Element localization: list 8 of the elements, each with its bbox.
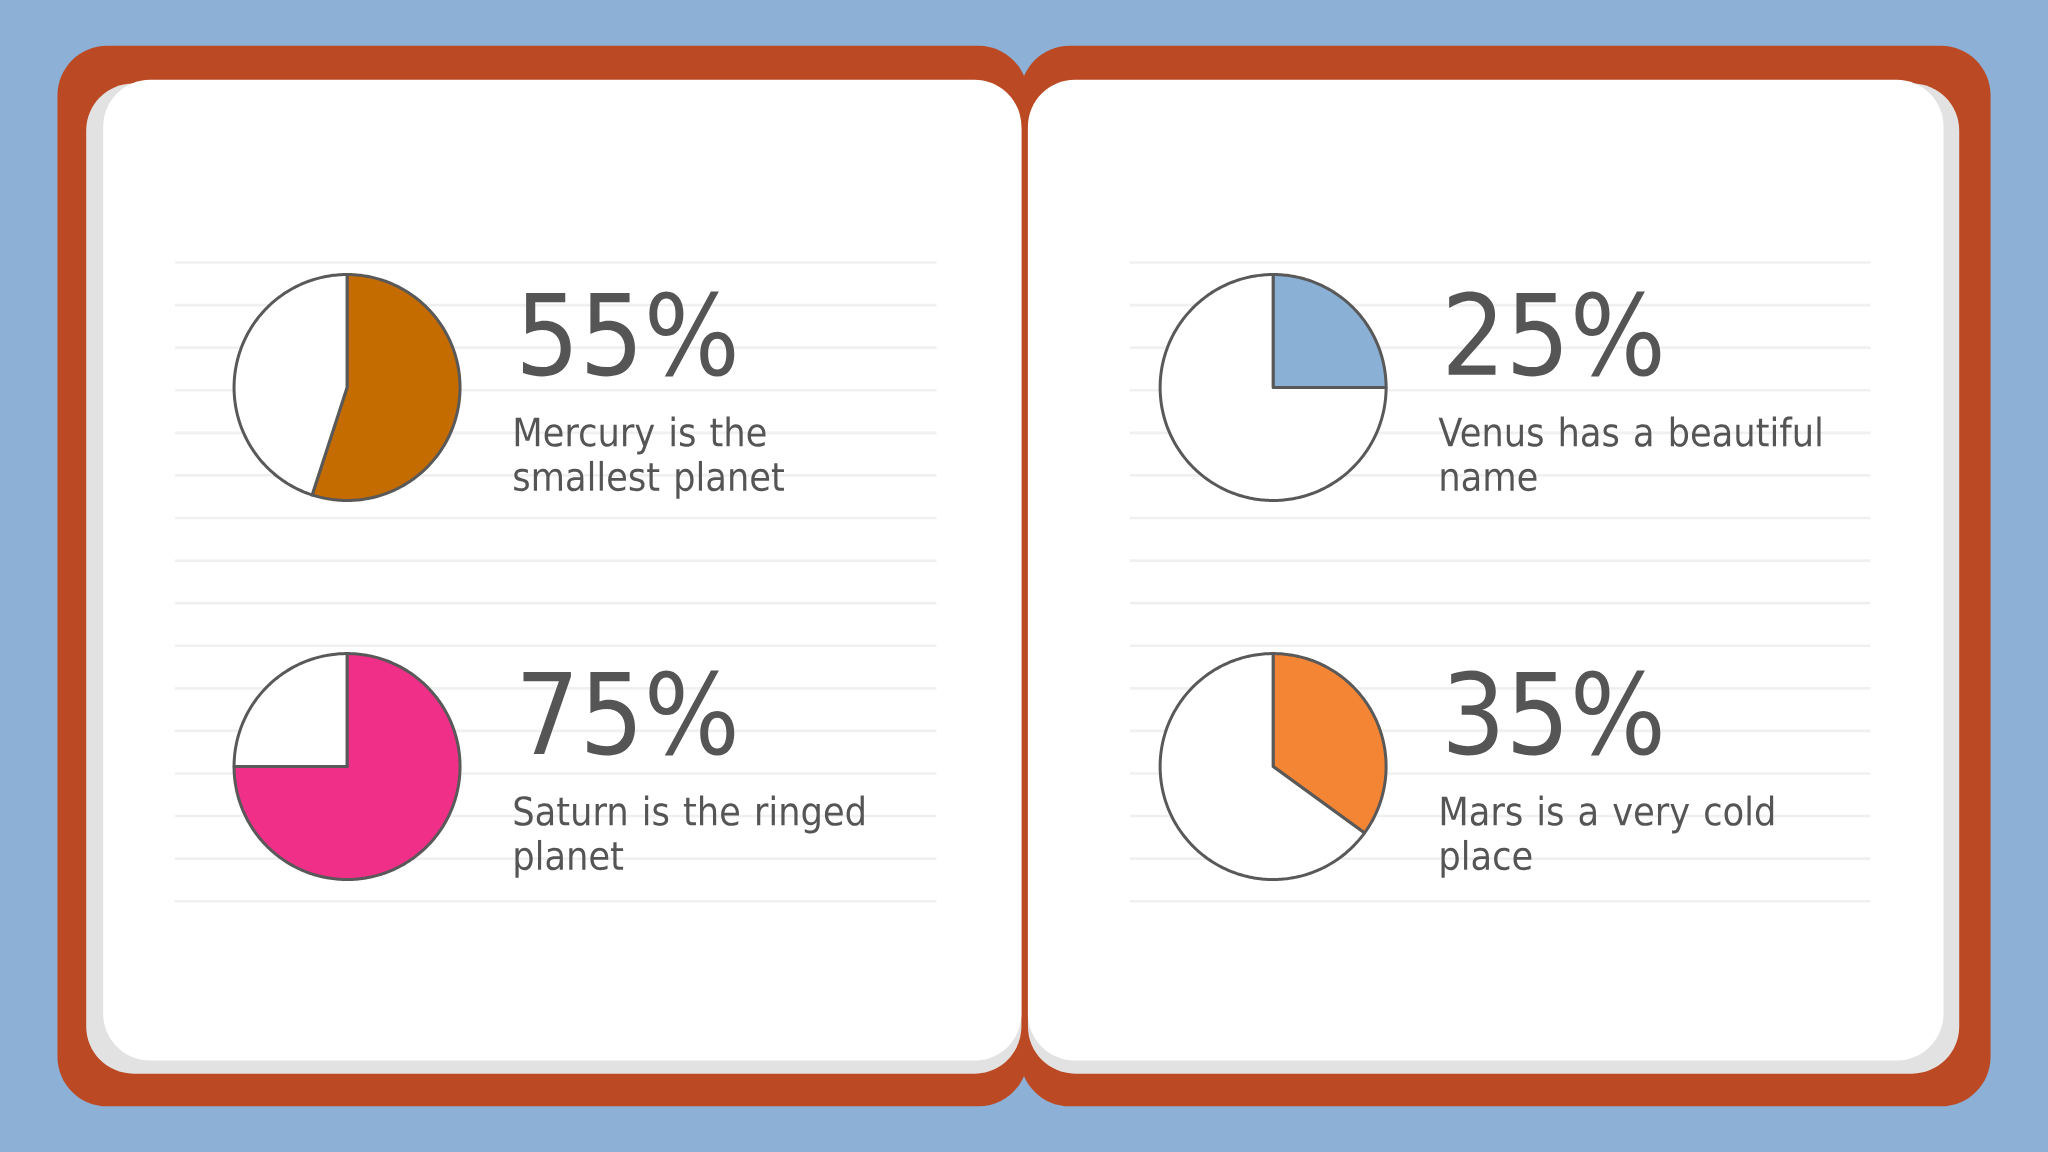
text: Saturn is the ringed planet — [514, 795, 864, 878]
text: Mars is a very cold place — [1441, 795, 1774, 878]
text: Mercury is the smallest planet — [514, 416, 784, 499]
data-label: 25% — [1448, 291, 1661, 377]
data-label: 75% — [523, 670, 735, 756]
data-label: 55% — [522, 291, 735, 377]
text: Venus has a beautiful name — [1438, 416, 1821, 492]
data-label: 35% — [1448, 670, 1661, 756]
